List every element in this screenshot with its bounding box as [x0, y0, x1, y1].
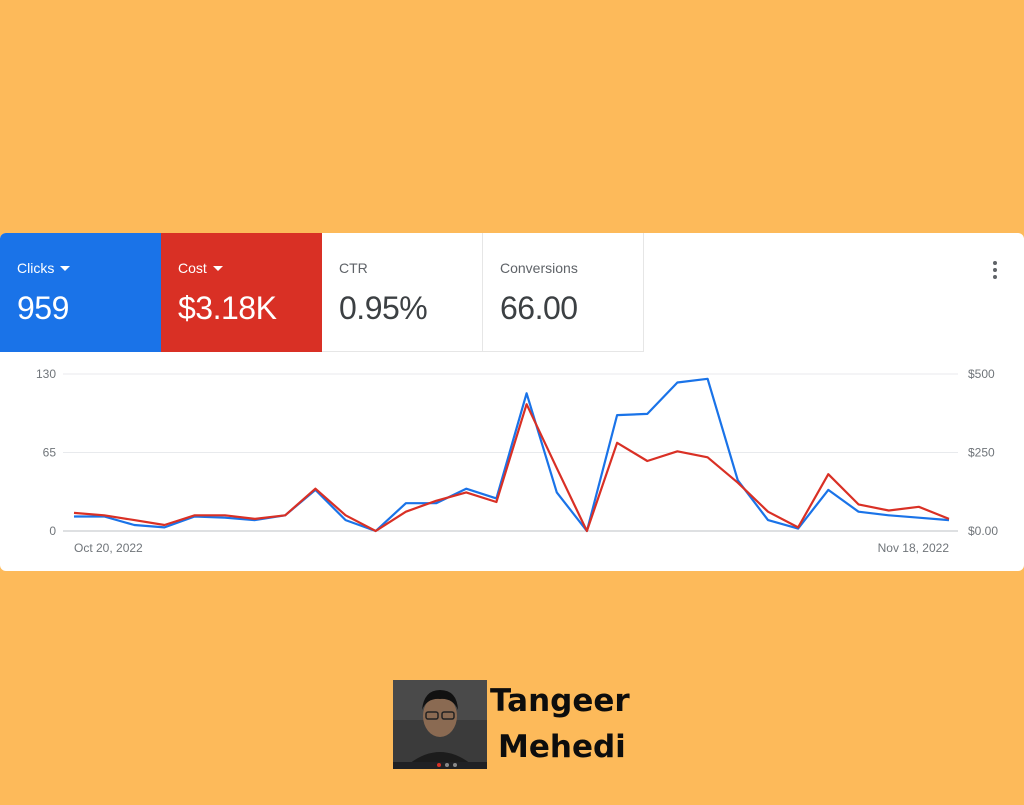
x-end-label: Nov 18, 2022: [878, 541, 950, 555]
ctr-value: 0.95%: [339, 290, 428, 326]
conversions-value: 66.00: [500, 290, 578, 326]
conversions-metric-tile[interactable]: Conversions 66.00: [483, 233, 644, 352]
cost-label: Cost: [178, 260, 207, 276]
more-vert-icon[interactable]: [992, 261, 998, 279]
author-name: Tangeer Mehedi: [490, 678, 690, 770]
y-right-tick-label: $0.00: [968, 524, 998, 538]
clicks-label-row: Clicks: [17, 260, 161, 276]
y-left-tick-label: 65: [43, 446, 57, 460]
y-left-tick-label: 130: [36, 367, 56, 381]
series-line-cost: [73, 403, 950, 533]
performance-card: Clicks 959 Cost $3.18K CTR 0.95% Convers…: [0, 233, 1024, 571]
performance-line-chart: 130 65 0 $500 $250 $0.00 Oct 20, 2022 Nov 18, 2…: [36, 367, 998, 555]
ctr-label-row: CTR: [339, 260, 482, 276]
x-start-label: Oct 20, 2022: [74, 541, 143, 555]
cost-value: $3.18K: [178, 290, 277, 326]
author-last-name: Mehedi: [498, 729, 626, 765]
clicks-metric-tile[interactable]: Clicks 959: [0, 233, 161, 352]
y-left-tick-label: 0: [49, 524, 56, 538]
clicks-value: 959: [17, 290, 69, 326]
ctr-metric-tile[interactable]: CTR 0.95%: [322, 233, 483, 352]
series-line-clicks: [74, 377, 950, 533]
conversions-label: Conversions: [500, 260, 578, 276]
caret-down-icon[interactable]: [60, 266, 71, 271]
clicks-label: Clicks: [17, 260, 55, 276]
ctr-label: CTR: [339, 260, 368, 276]
cost-label-row: Cost: [178, 260, 322, 276]
y-right-tick-label: $500: [968, 367, 995, 381]
author-first-name: Tangeer: [490, 683, 630, 719]
y-right-tick-label: $250: [968, 446, 995, 460]
author-avatar: [393, 680, 487, 769]
caret-down-icon[interactable]: [212, 266, 223, 271]
cost-metric-tile[interactable]: Cost $3.18K: [161, 233, 322, 352]
conversions-label-row: Conversions: [500, 260, 643, 276]
